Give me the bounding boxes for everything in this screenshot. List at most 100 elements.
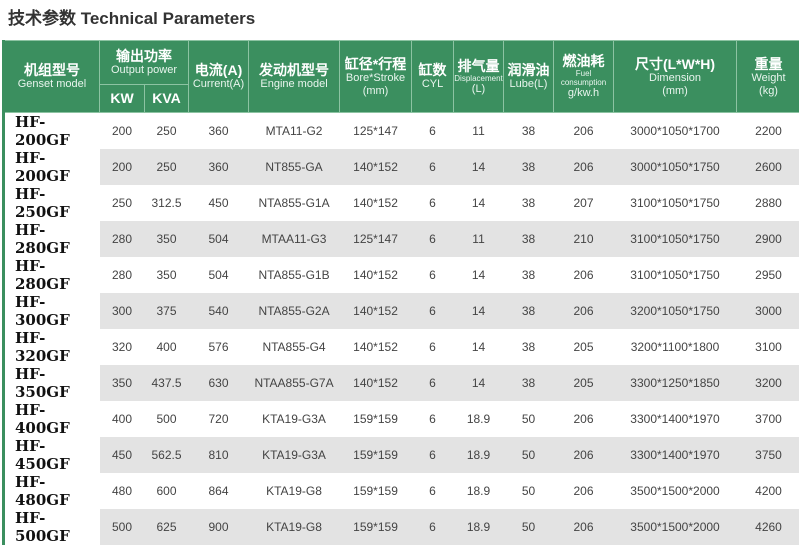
- cell-weight: 2900: [737, 221, 799, 257]
- cell-lube: 38: [504, 329, 554, 365]
- cell-kw: 250: [100, 185, 145, 221]
- cell-displacement: 11: [454, 113, 504, 150]
- cell-weight: 3750: [737, 437, 799, 473]
- cell-kw: 280: [100, 221, 145, 257]
- cell-engine-model: NTA855-G1A: [249, 185, 340, 221]
- header-current: 电流(A)Current(A): [189, 41, 249, 113]
- cell-dimension: 3100*1050*1750: [614, 185, 737, 221]
- cell-cyl: 6: [412, 293, 454, 329]
- cell-current: 540: [189, 293, 249, 329]
- cell-displacement: 18.9: [454, 437, 504, 473]
- cell-lube: 38: [504, 149, 554, 185]
- cell-engine-model: KTA19-G3A: [249, 437, 340, 473]
- cell-fuel-consumption: 206: [554, 509, 614, 545]
- cell-engine-model: KTA19-G3A: [249, 401, 340, 437]
- cell-bore-stroke: 125*147: [340, 113, 412, 150]
- cell-engine-model: KTA19-G8: [249, 509, 340, 545]
- cell-cyl: 6: [412, 437, 454, 473]
- cell-bore-stroke: 140*152: [340, 329, 412, 365]
- cell-cyl: 6: [412, 113, 454, 150]
- cell-fuel-consumption: 206: [554, 113, 614, 150]
- cell-bore-stroke: 140*152: [340, 365, 412, 401]
- cell-dimension: 3200*1050*1750: [614, 293, 737, 329]
- cell-current: 576: [189, 329, 249, 365]
- cell-genset-model: HF-280GF: [4, 257, 100, 293]
- cell-kva: 437.5: [145, 365, 189, 401]
- cell-fuel-consumption: 210: [554, 221, 614, 257]
- cell-dimension: 3500*1500*2000: [614, 509, 737, 545]
- cell-weight: 2950: [737, 257, 799, 293]
- cell-cyl: 6: [412, 401, 454, 437]
- cell-dimension: 3000*1050*1700: [614, 113, 737, 150]
- cell-engine-model: NTA855-G2A: [249, 293, 340, 329]
- cell-dimension: 3300*1250*1850: [614, 365, 737, 401]
- cell-genset-model: HF-400GF: [4, 401, 100, 437]
- cell-bore-stroke: 140*152: [340, 185, 412, 221]
- header-dimension: 尺寸(L*W*H)Dimension(mm): [614, 41, 737, 113]
- cell-kva: 250: [145, 113, 189, 150]
- cell-weight: 3100: [737, 329, 799, 365]
- cell-kw: 450: [100, 437, 145, 473]
- cell-lube: 38: [504, 221, 554, 257]
- cell-weight: 4260: [737, 509, 799, 545]
- cell-weight: 2880: [737, 185, 799, 221]
- cell-genset-model: HF-250GF: [4, 185, 100, 221]
- header-kw: KW: [100, 85, 145, 113]
- cell-current: 810: [189, 437, 249, 473]
- cell-dimension: 3100*1050*1750: [614, 257, 737, 293]
- cell-kva: 375: [145, 293, 189, 329]
- cell-fuel-consumption: 206: [554, 149, 614, 185]
- cell-kva: 625: [145, 509, 189, 545]
- cell-lube: 38: [504, 293, 554, 329]
- cell-current: 504: [189, 221, 249, 257]
- cell-bore-stroke: 159*159: [340, 401, 412, 437]
- cell-genset-model: HF-450GF: [4, 437, 100, 473]
- cell-weight: 3000: [737, 293, 799, 329]
- cell-current: 360: [189, 113, 249, 150]
- cell-kva: 500: [145, 401, 189, 437]
- cell-weight: 2200: [737, 113, 799, 150]
- cell-displacement: 14: [454, 257, 504, 293]
- cell-lube: 38: [504, 185, 554, 221]
- cell-genset-model: HF-320GF: [4, 329, 100, 365]
- cell-kva: 250: [145, 149, 189, 185]
- cell-kw: 200: [100, 149, 145, 185]
- cell-weight: 3700: [737, 401, 799, 437]
- cell-kw: 200: [100, 113, 145, 150]
- cell-displacement: 18.9: [454, 401, 504, 437]
- cell-lube: 50: [504, 401, 554, 437]
- cell-dimension: 3300*1400*1970: [614, 401, 737, 437]
- cell-displacement: 14: [454, 185, 504, 221]
- cell-bore-stroke: 125*147: [340, 221, 412, 257]
- cell-weight: 4200: [737, 473, 799, 509]
- cell-cyl: 6: [412, 509, 454, 545]
- cell-lube: 50: [504, 509, 554, 545]
- cell-cyl: 6: [412, 221, 454, 257]
- cell-kva: 350: [145, 221, 189, 257]
- cell-current: 900: [189, 509, 249, 545]
- cell-kw: 500: [100, 509, 145, 545]
- cell-kw: 320: [100, 329, 145, 365]
- cell-genset-model: HF-480GF: [4, 473, 100, 509]
- cell-engine-model: KTA19-G8: [249, 473, 340, 509]
- cell-bore-stroke: 140*152: [340, 257, 412, 293]
- cell-fuel-consumption: 206: [554, 437, 614, 473]
- cell-fuel-consumption: 205: [554, 365, 614, 401]
- cell-fuel-consumption: 206: [554, 257, 614, 293]
- cell-displacement: 11: [454, 221, 504, 257]
- cell-current: 450: [189, 185, 249, 221]
- cell-cyl: 6: [412, 329, 454, 365]
